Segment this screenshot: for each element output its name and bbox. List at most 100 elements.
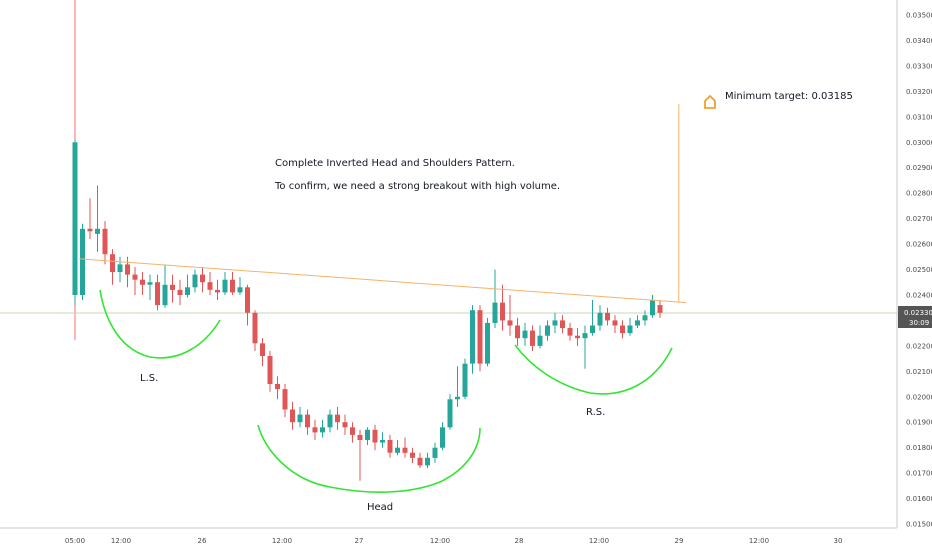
candle-up (95, 228, 100, 234)
head-curve (257, 424, 481, 493)
x-tick-label: 12:00 (589, 537, 609, 545)
candle-down (530, 330, 535, 346)
confirmation-note: To confirm, we need a strong breakout wi… (274, 181, 560, 192)
x-tick-label: 12:00 (749, 537, 769, 545)
time-axis[interactable]: 05:00 12:00 26 12:00 27 12:00 28 12:00 2… (0, 527, 897, 545)
candle-down (125, 264, 130, 275)
left-shoulder-curve (99, 289, 221, 359)
candle-down (605, 312, 610, 321)
candle-up (635, 320, 640, 326)
candle-up (492, 302, 498, 323)
candle-down (657, 305, 663, 313)
candle-down (207, 282, 213, 290)
candle-down (252, 312, 258, 344)
annotations: Complete Inverted Head and Shoulders Pat… (78, 91, 853, 513)
current-price-value: 0.02330 (904, 309, 932, 317)
candle-down (177, 289, 183, 295)
x-tick-label: 28 (515, 537, 524, 545)
x-tick-label: 26 (198, 537, 207, 545)
candle-up (185, 287, 190, 295)
candle-down (342, 422, 348, 428)
target-up-arrow-icon (704, 94, 716, 109)
right-shoulder-label: R.S. (586, 407, 605, 418)
x-tick-label: 27 (355, 537, 364, 545)
candle-countdown: 30:09 (909, 319, 929, 327)
candle-up (147, 282, 153, 285)
candle-up (297, 414, 303, 423)
candle-down (87, 228, 93, 232)
minimum-target-label: Minimum target: 0.03185 (725, 91, 853, 102)
candle-up (395, 447, 400, 453)
candle-down (140, 279, 145, 285)
candle-up (590, 325, 595, 334)
head-label: Head (367, 502, 393, 513)
candle-down (245, 287, 250, 313)
candle-up (470, 310, 475, 364)
left-shoulder-label: L.S. (140, 373, 158, 384)
neckline-trendline (78, 258, 687, 304)
candle-down (507, 320, 513, 326)
candle-down (267, 356, 273, 384)
candle-up (447, 399, 453, 428)
candle-up (162, 284, 168, 306)
candle-down (230, 279, 235, 293)
candle-up (485, 322, 490, 364)
candle-up (365, 429, 370, 440)
candle-up (432, 447, 438, 458)
time-tick-labels: 05:00 12:00 26 12:00 27 12:00 28 12:00 2… (65, 537, 843, 545)
candle-down (357, 434, 363, 440)
candle-down (612, 320, 618, 326)
candle-up (380, 440, 385, 443)
candle-down (515, 325, 520, 339)
candle-up (522, 330, 528, 339)
candle-down (575, 335, 580, 339)
candle-up (627, 325, 633, 334)
candle-down (102, 228, 108, 255)
candle-down (387, 440, 393, 453)
x-tick-label: 29 (675, 537, 684, 545)
candle-down (155, 282, 160, 306)
candle-down (410, 452, 415, 458)
candle-down (282, 389, 288, 410)
candle-down (402, 447, 408, 453)
candle-down (215, 289, 220, 293)
candle-down (620, 325, 625, 334)
candle-down (305, 414, 310, 428)
current-price-badge (898, 306, 932, 328)
candle-down (312, 427, 318, 433)
candle-down (290, 409, 295, 423)
candles-group (72, 139, 663, 481)
x-tick-label: 05:00 (65, 537, 85, 545)
candle-down (200, 274, 205, 283)
candle-down (260, 343, 265, 356)
candle-down (500, 302, 505, 321)
candle-up (597, 312, 603, 326)
candle-up (455, 396, 460, 400)
candle-up (537, 335, 543, 346)
candle-down (567, 328, 573, 336)
x-tick-label: 12:00 (430, 537, 450, 545)
candle-up (552, 320, 558, 326)
candle-down (417, 457, 423, 466)
candle-up (117, 264, 123, 272)
candle-up (320, 427, 325, 433)
